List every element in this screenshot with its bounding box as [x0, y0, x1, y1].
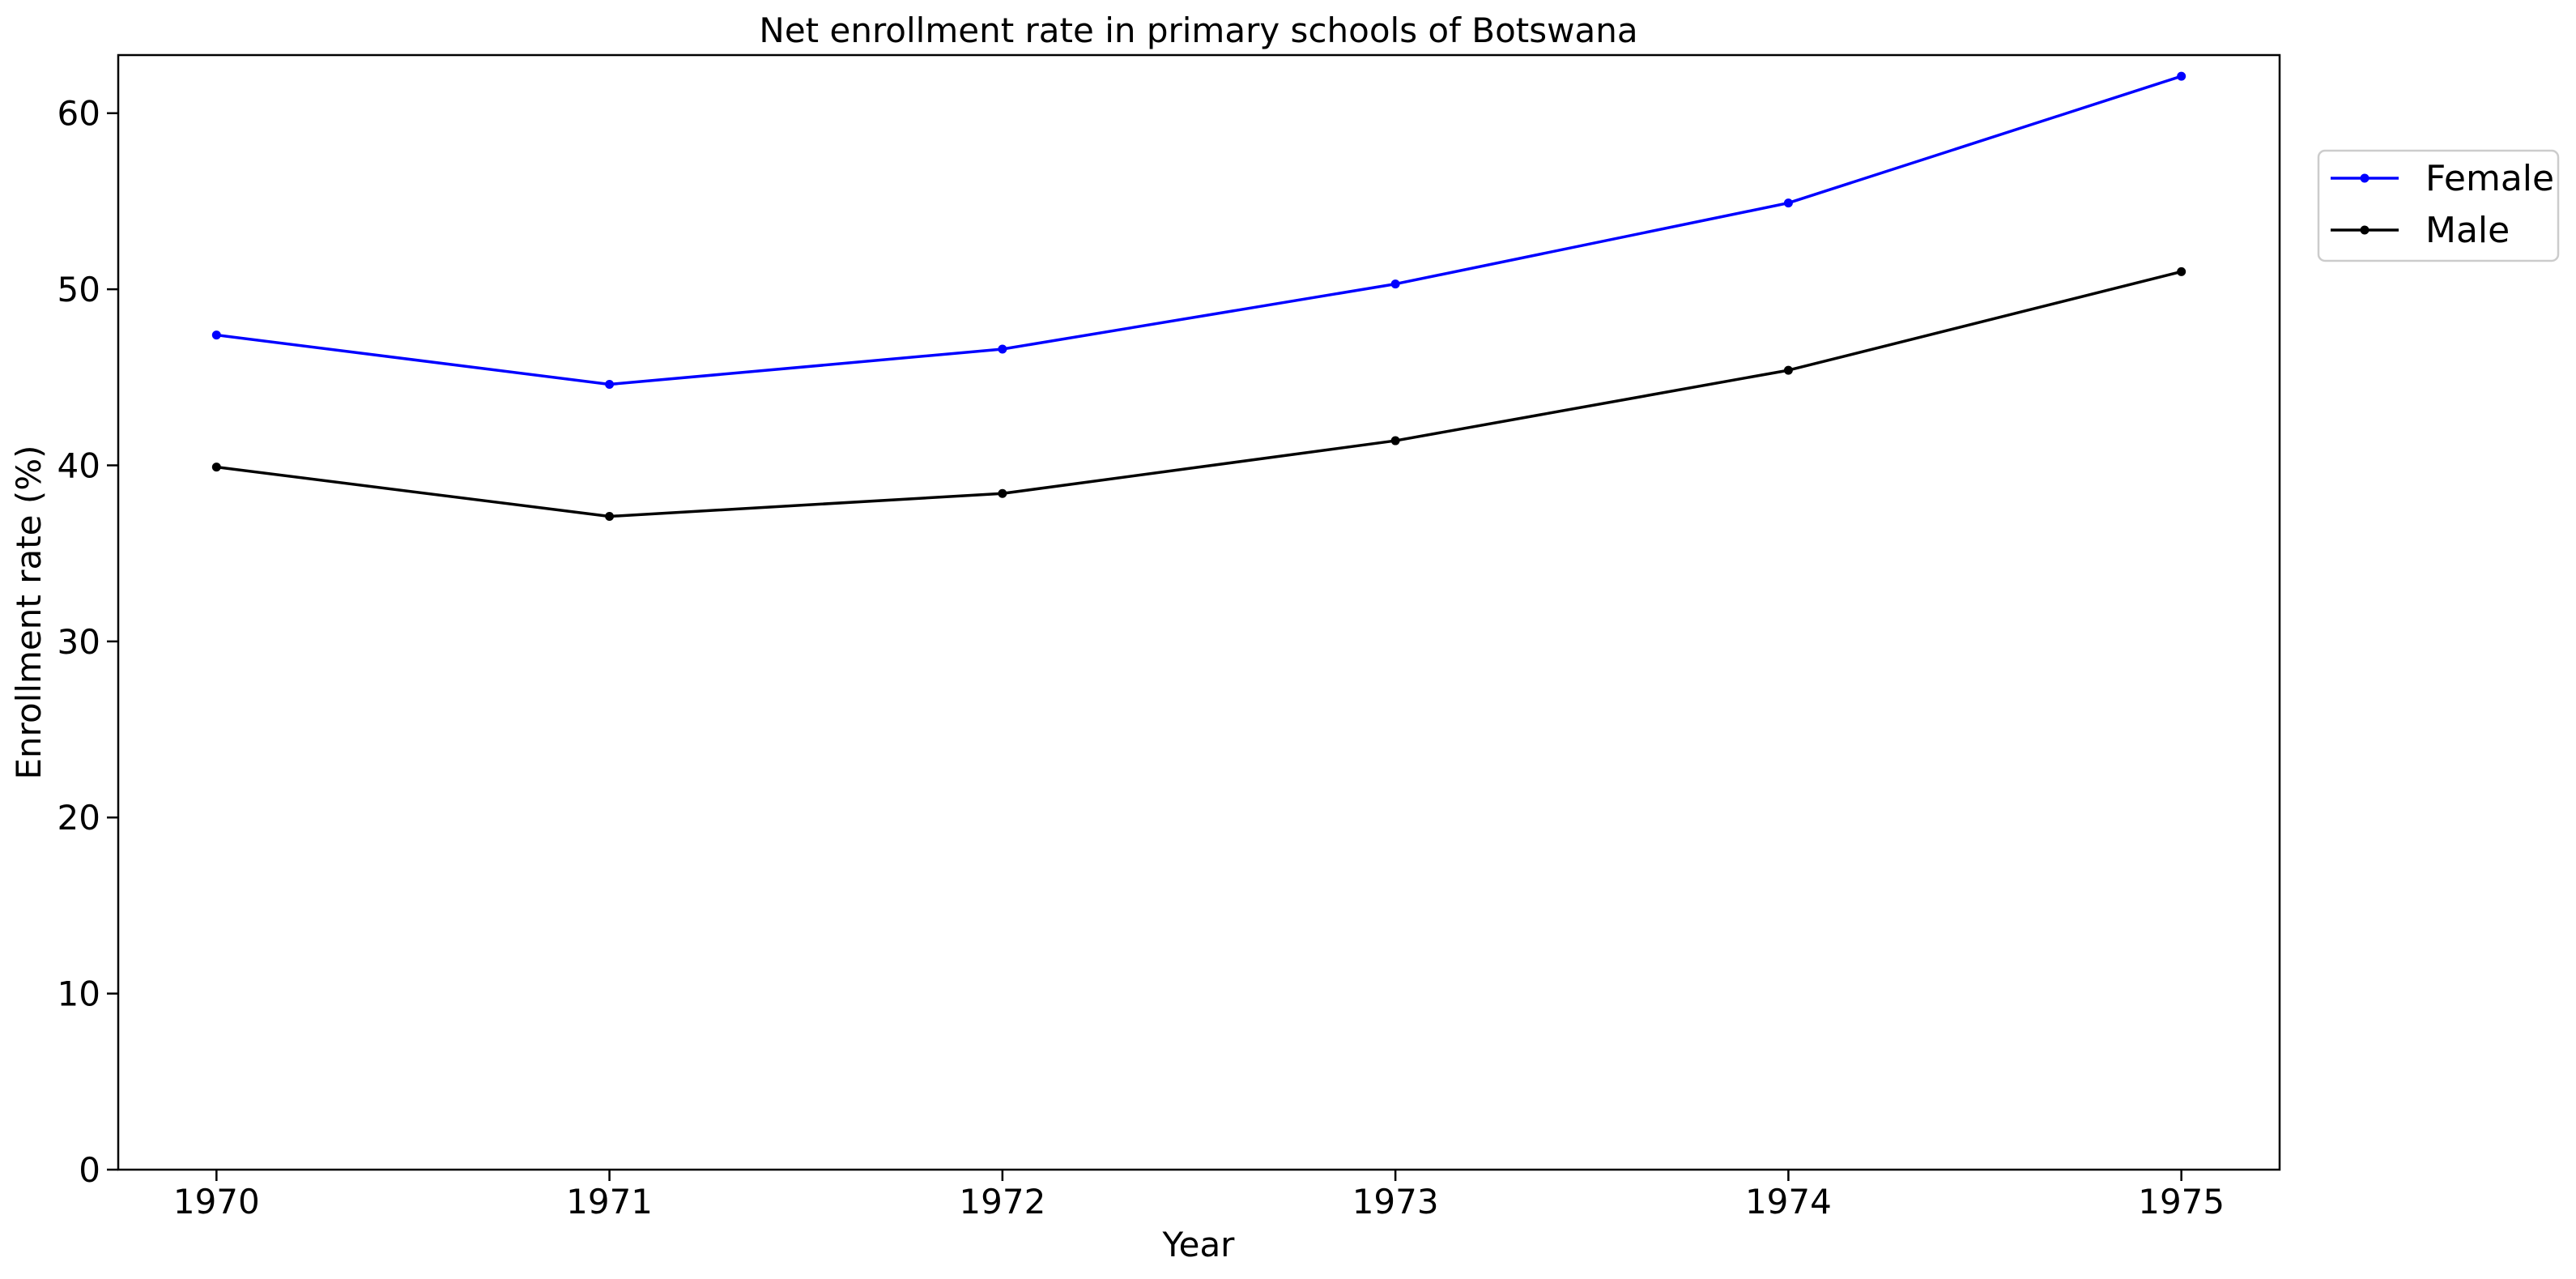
data-point-male — [998, 489, 1007, 498]
x-tick-label: 1971 — [566, 1182, 653, 1221]
legend-label-male: Male — [2425, 210, 2510, 251]
data-point-male — [1784, 366, 1793, 375]
y-tick-label: 0 — [79, 1150, 100, 1190]
data-point-female — [1391, 279, 1400, 288]
data-point-female — [2177, 72, 2186, 81]
data-point-male — [212, 463, 221, 471]
legend-label-female: Female — [2425, 158, 2554, 199]
y-tick-label: 60 — [57, 94, 100, 134]
y-tick-label: 40 — [57, 446, 100, 485]
data-point-male — [2177, 267, 2186, 276]
data-point-female — [212, 330, 221, 339]
legend: Female Male — [2318, 151, 2558, 261]
legend-marker-male — [2361, 226, 2369, 235]
x-tick-label: 1973 — [1352, 1182, 1439, 1221]
data-point-female — [605, 380, 614, 389]
x-tick-label: 1975 — [2138, 1182, 2225, 1221]
y-tick-label: 20 — [57, 798, 100, 838]
y-tick-label: 10 — [57, 974, 100, 1014]
x-tick-label: 1974 — [1745, 1182, 1832, 1221]
y-tick-label: 50 — [57, 270, 100, 309]
legend-marker-female — [2361, 174, 2369, 183]
data-point-male — [1391, 437, 1400, 446]
data-point-male — [605, 512, 614, 521]
data-point-female — [998, 345, 1007, 354]
x-tick-label: 1970 — [173, 1182, 260, 1221]
y-axis-label: Enrollment rate (%) — [9, 445, 49, 779]
data-point-female — [1784, 198, 1793, 207]
y-tick-label: 30 — [57, 622, 100, 662]
x-axis-label: Year — [1162, 1225, 1236, 1264]
x-tick-label: 1972 — [959, 1182, 1045, 1221]
chart-title: Net enrollment rate in primary schools o… — [759, 11, 1637, 50]
